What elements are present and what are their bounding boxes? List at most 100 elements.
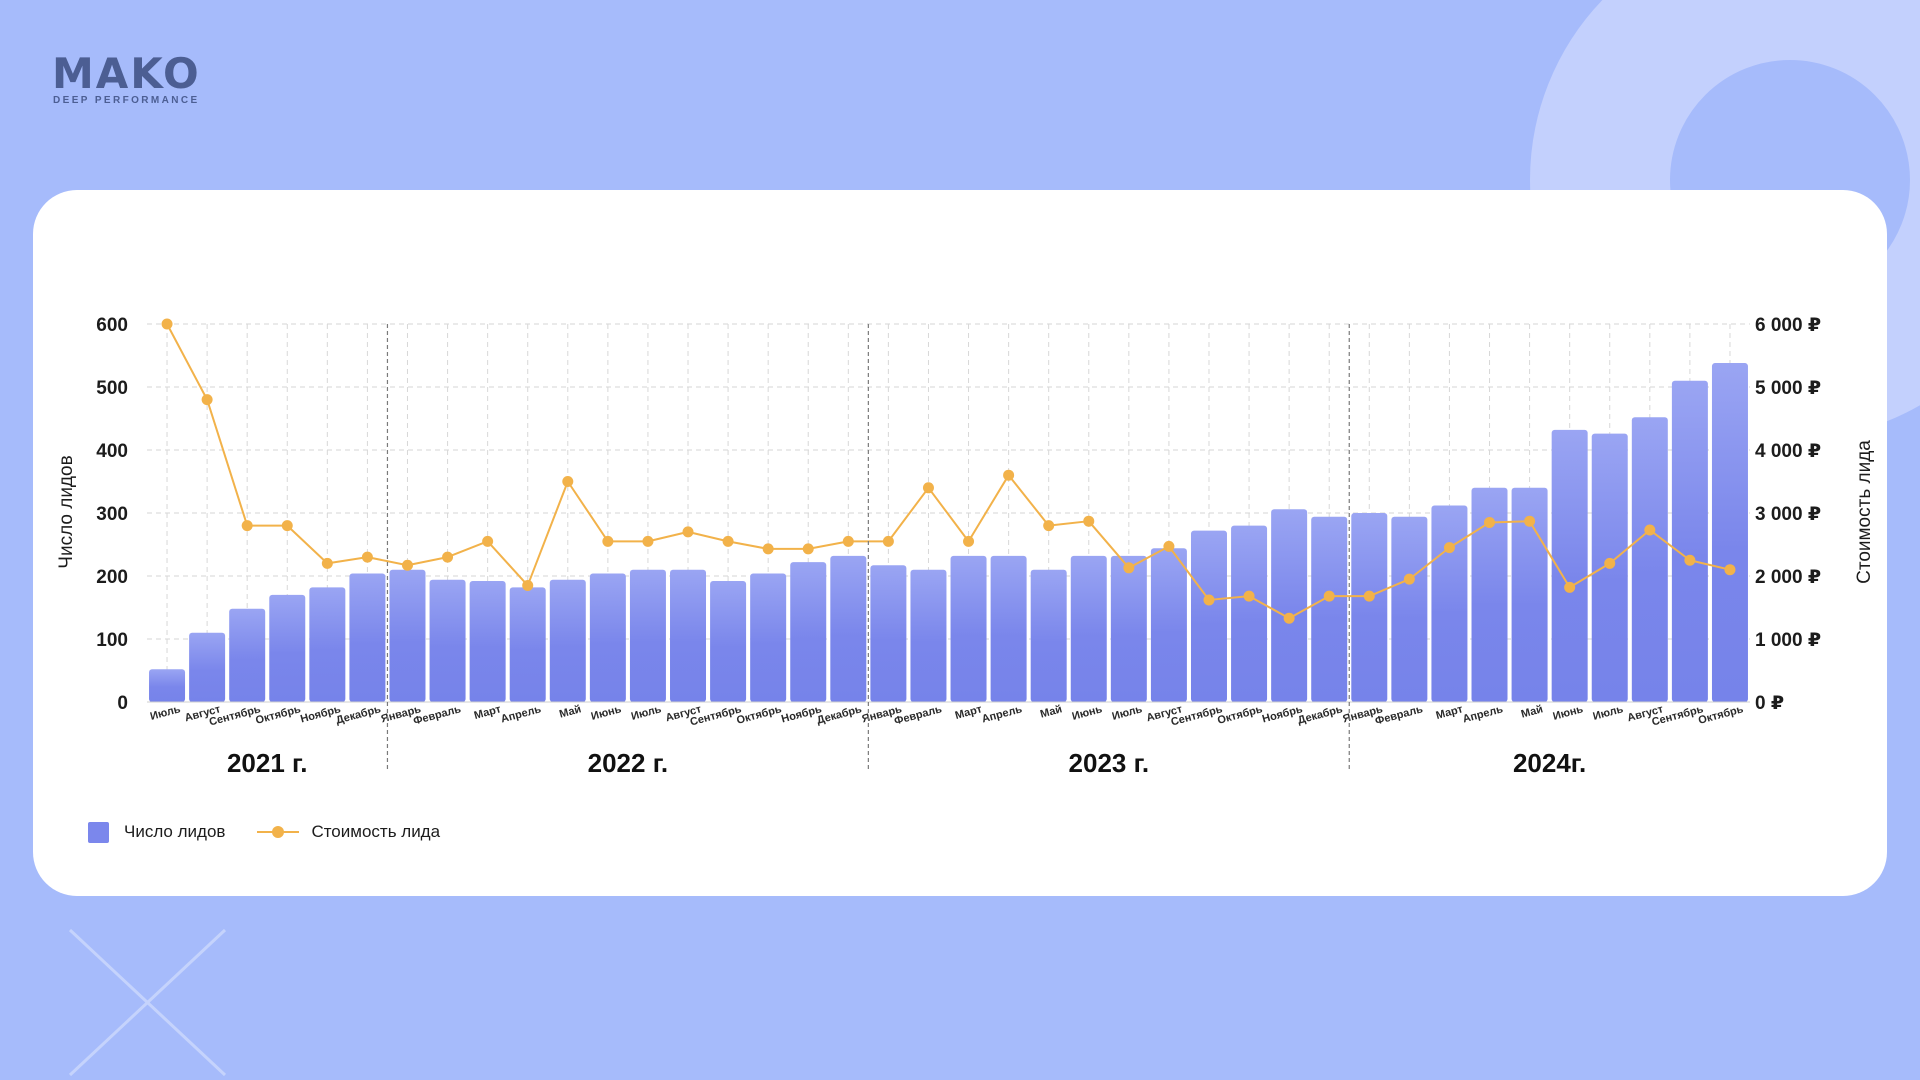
bar xyxy=(710,581,747,702)
legend-item-leads: Число лидов xyxy=(88,821,225,843)
x-tick-label: Апрель xyxy=(500,703,543,725)
x-tick-label: Декабрь xyxy=(335,703,383,727)
year-label: 2021 г. xyxy=(227,748,308,778)
cost-point xyxy=(1003,469,1015,481)
deco-cross-line xyxy=(68,928,227,1077)
bar xyxy=(830,555,867,702)
cost-point xyxy=(842,535,854,547)
bar xyxy=(1150,548,1187,702)
bar xyxy=(389,569,426,702)
logo-tagline: DEEP PERFORMANCE xyxy=(53,95,200,106)
cost-point xyxy=(1524,515,1536,527)
x-tick-label: Май xyxy=(558,703,583,720)
legend-item-cost: Стоимость лида xyxy=(257,822,440,842)
y-right-tick-label: 4 000 ₽ xyxy=(1755,441,1821,462)
cost-point xyxy=(1564,581,1576,593)
x-tick-label: Июль xyxy=(630,703,663,723)
cost-point xyxy=(522,579,534,591)
x-tick-label: Июль xyxy=(149,703,182,723)
cost-point xyxy=(1243,590,1255,602)
bar xyxy=(1070,555,1107,702)
cost-point xyxy=(1203,594,1215,606)
cost-point xyxy=(602,535,614,547)
cost-point xyxy=(1644,524,1656,536)
x-tick-label: Июнь xyxy=(590,703,623,723)
bar xyxy=(990,555,1027,702)
cost-point xyxy=(161,318,173,330)
bar xyxy=(750,573,787,702)
bar xyxy=(229,608,266,702)
cost-point xyxy=(1684,554,1696,566)
cost-point xyxy=(442,551,454,563)
bar xyxy=(549,579,586,702)
cost-point xyxy=(482,535,494,547)
y-right-tick-label: 1 000 ₽ xyxy=(1755,630,1821,651)
x-tick-label: Октябрь xyxy=(254,703,302,727)
bar xyxy=(1391,516,1428,702)
bar xyxy=(1271,509,1308,702)
cost-point xyxy=(1604,557,1616,569)
y-right-tick-label: 5 000 ₽ xyxy=(1755,378,1821,399)
bar xyxy=(629,569,666,702)
cost-point xyxy=(762,543,774,555)
x-tick-label: Май xyxy=(1039,703,1064,720)
bar xyxy=(509,587,546,702)
x-tick-label: Декабрь xyxy=(1296,703,1344,727)
bar xyxy=(589,573,626,702)
legend-swatch-bar xyxy=(88,821,109,843)
y-left-axis-title: Число лидов xyxy=(56,455,77,568)
cost-point xyxy=(802,543,814,555)
y-left-tick-label: 100 xyxy=(96,630,128,651)
cost-point xyxy=(1724,564,1736,576)
bar xyxy=(1711,363,1748,702)
x-tick-label: Апрель xyxy=(1461,703,1504,725)
cost-point xyxy=(642,535,654,547)
bar xyxy=(469,581,506,702)
cost-point xyxy=(361,551,373,563)
bar xyxy=(1511,487,1548,702)
x-tick-label: Июль xyxy=(1592,703,1625,723)
cost-point xyxy=(1403,573,1415,585)
cost-point xyxy=(241,520,253,532)
y-right-tick-label: 3 000 ₽ xyxy=(1755,504,1821,525)
y-left-tick-label: 500 xyxy=(96,378,128,399)
y-right-tick-label: 6 000 ₽ xyxy=(1755,315,1821,336)
cost-point xyxy=(1083,515,1095,527)
x-tick-label: Май xyxy=(1520,703,1545,720)
cost-point xyxy=(1443,542,1455,554)
logo-wordmark: MAKO xyxy=(52,49,201,98)
year-label: 2022 г. xyxy=(588,748,669,778)
cost-point xyxy=(1163,540,1175,552)
bar xyxy=(1431,505,1468,702)
bar-series xyxy=(149,363,1748,702)
bar xyxy=(1030,569,1067,702)
cost-point xyxy=(722,535,734,547)
cost-point xyxy=(1123,562,1135,574)
cost-point xyxy=(321,557,333,569)
bar xyxy=(269,594,306,702)
cost-point xyxy=(1283,612,1295,624)
bar xyxy=(1110,555,1147,702)
cost-point xyxy=(882,535,894,547)
cost-line xyxy=(166,323,1731,620)
bar xyxy=(149,669,186,702)
x-tick-label: Март xyxy=(954,703,984,722)
bar xyxy=(910,569,947,702)
y-left-tick-label: 0 xyxy=(117,693,128,714)
bar xyxy=(349,573,386,702)
x-tick-label: Июль xyxy=(1111,703,1144,723)
x-tick-label: Март xyxy=(473,703,503,722)
bar xyxy=(1551,429,1588,702)
legend-swatch-line xyxy=(257,822,300,842)
cost-point xyxy=(401,559,413,571)
cost-point xyxy=(1363,590,1375,602)
cost-point xyxy=(1323,590,1335,602)
x-tick-label: Октябрь xyxy=(735,703,783,727)
year-label: 2023 г. xyxy=(1069,748,1150,778)
brand-logo: MAKO DEEP PERFORMANCE xyxy=(52,52,242,112)
chart-legend: Число лидов Стоимость лида xyxy=(88,820,472,844)
x-tick-label: Октябрь xyxy=(1697,703,1745,727)
line-series xyxy=(161,318,1736,624)
x-tick-label: Декабрь xyxy=(816,703,864,727)
